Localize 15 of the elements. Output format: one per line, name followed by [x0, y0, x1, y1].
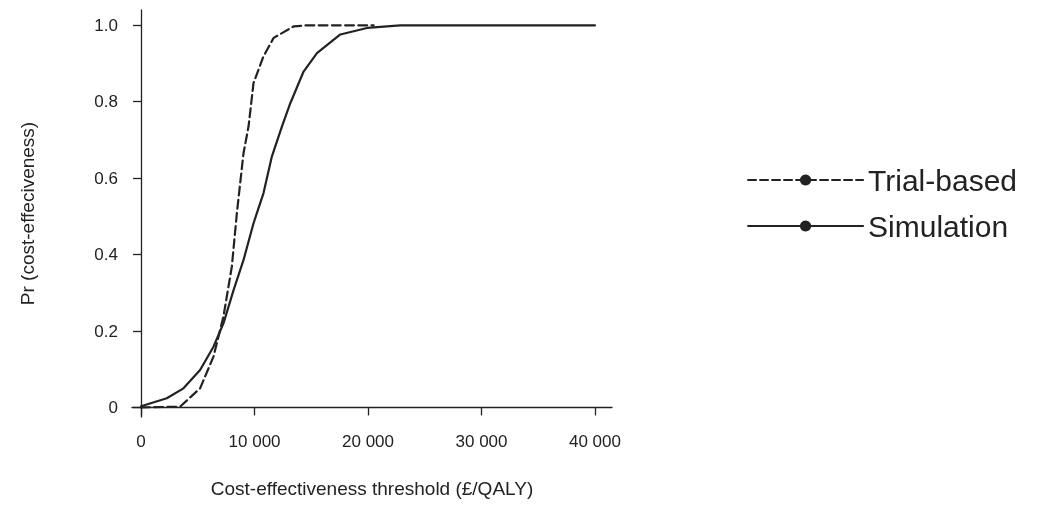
x-axis-title: Cost-effectiveness threshold (£/QALY)	[210, 478, 534, 499]
y-tick-label: 0.2	[94, 321, 118, 341]
x-tick-label: 20 000	[342, 432, 395, 451]
x-tick-label: 30 000	[455, 432, 508, 451]
legend-label: Trial-based	[868, 163, 1018, 197]
y-tick-label: 1.0	[94, 15, 118, 35]
y-tick-label: 0.8	[94, 92, 118, 112]
x-tick-label: 40 000	[568, 432, 621, 451]
y-tick-label: 0	[108, 397, 118, 417]
y-tick-label: 0.6	[94, 168, 118, 188]
y-axis-title: Pr (cost-effeciveness)	[17, 121, 38, 306]
x-tick-label: 10 000	[228, 432, 281, 451]
x-tick-label: 0	[136, 432, 146, 451]
legend-label: Simulation	[868, 209, 1009, 243]
y-tick-label: 0.4	[94, 245, 118, 265]
